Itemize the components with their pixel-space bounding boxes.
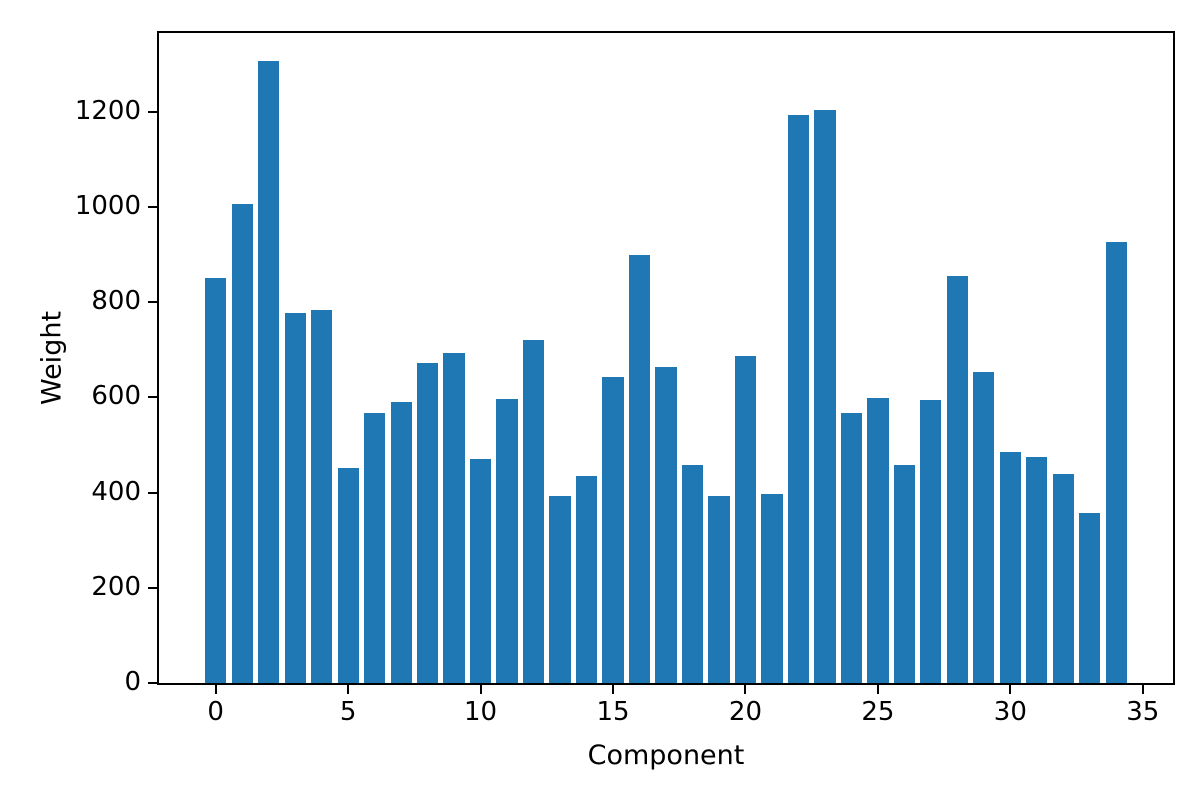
y-tick-mark-800	[148, 301, 157, 304]
bar-8	[417, 363, 439, 683]
x-tick-label-15: 15	[596, 697, 630, 727]
x-tick-mark-25	[876, 685, 879, 694]
bar-5	[337, 467, 359, 683]
x-tick-mark-20	[744, 685, 747, 694]
x-tick-label-35: 35	[1126, 697, 1160, 727]
bar-16	[628, 254, 651, 683]
bar-1	[231, 203, 253, 683]
y-axis-label: Weight	[36, 310, 68, 406]
x-tick-label-30: 30	[993, 697, 1027, 727]
bar-12	[522, 340, 545, 683]
bar-20	[734, 356, 757, 683]
y-tick-label-1200: 1200	[74, 95, 141, 126]
y-tick-label-1000: 1000	[74, 191, 141, 222]
bar-14	[575, 476, 598, 683]
bar-25	[867, 397, 889, 683]
bar-23	[814, 109, 836, 683]
x-tick-label-5: 5	[339, 697, 357, 727]
bar-3	[284, 312, 306, 683]
bar-6	[364, 412, 386, 683]
plot-area	[157, 31, 1175, 685]
bar-21	[761, 494, 783, 683]
x-tick-label-10: 10	[464, 697, 498, 727]
y-tick-mark-600	[148, 396, 157, 399]
bar-24	[840, 412, 862, 683]
y-tick-label-800: 800	[91, 286, 141, 317]
y-tick-mark-400	[148, 491, 157, 494]
bar-4	[311, 309, 333, 683]
bar-0	[205, 277, 227, 683]
bar-13	[549, 495, 571, 683]
bar-26	[893, 465, 915, 683]
bar-31	[1026, 456, 1048, 683]
y-tick-mark-200	[148, 586, 157, 589]
x-tick-mark-15	[612, 685, 615, 694]
y-tick-label-200: 200	[91, 571, 141, 602]
x-tick-mark-5	[347, 685, 350, 694]
bar-30	[999, 451, 1021, 683]
bar-19	[708, 495, 730, 683]
x-tick-mark-0	[214, 685, 217, 694]
bar-10	[469, 459, 492, 683]
y-tick-label-600: 600	[91, 381, 141, 412]
x-tick-mark-10	[479, 685, 482, 694]
bar-32	[1052, 473, 1074, 683]
bar-18	[681, 465, 704, 683]
bar-27	[920, 399, 942, 683]
bar-17	[655, 366, 677, 683]
bar-9	[443, 352, 465, 683]
bar-29	[973, 372, 995, 683]
bar-15	[602, 377, 624, 683]
y-tick-mark-0	[148, 682, 157, 684]
bar-11	[496, 398, 518, 683]
x-tick-label-0: 0	[207, 697, 224, 727]
bar-22	[787, 114, 810, 683]
y-tick-mark-1200	[148, 110, 157, 113]
bar-33	[1079, 512, 1101, 683]
y-tick-mark-1000	[148, 206, 157, 209]
bar-2	[258, 60, 280, 683]
x-tick-label-20: 20	[728, 697, 762, 727]
x-axis-label: Component	[587, 740, 745, 771]
x-tick-mark-35	[1141, 685, 1144, 694]
bar-28	[946, 275, 968, 683]
y-tick-label-400: 400	[91, 476, 141, 507]
y-tick-label-0: 0	[124, 667, 141, 697]
bar-34	[1105, 241, 1127, 683]
x-tick-mark-30	[1009, 685, 1012, 694]
bar-7	[390, 401, 412, 683]
x-tick-label-25: 25	[861, 697, 895, 727]
